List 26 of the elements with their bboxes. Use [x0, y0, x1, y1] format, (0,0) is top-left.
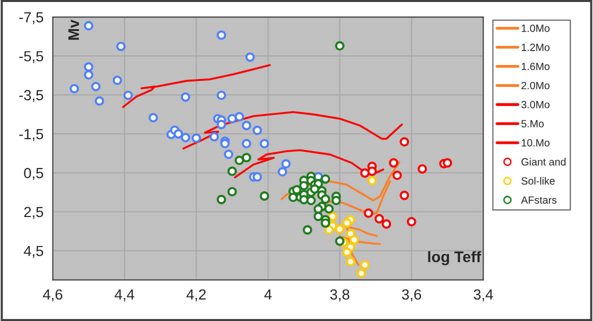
x-axis-title: log Teff — [428, 250, 482, 266]
x-tick-label: 4,2 — [186, 289, 206, 302]
x-tick-label: 3,6 — [402, 289, 422, 302]
legend-label: 1.0Mo — [522, 24, 550, 32]
x-tick-label: 4 — [264, 289, 272, 300]
y-tick-label: -1,5 — [19, 129, 44, 142]
legend-label: 2.0Mo — [522, 82, 550, 90]
legend-label: 1.6Mo — [522, 62, 550, 70]
y-tick-label: -5,5 — [19, 51, 44, 64]
legend-label: AFstars — [521, 196, 557, 204]
x-tick-label: 3,4 — [474, 289, 494, 302]
legend-label: Sol-like — [521, 176, 555, 185]
y-tick-label: -3,5 — [19, 90, 44, 102]
x-tick-label: 4,4 — [114, 289, 134, 302]
y-tick-label: 2,5 — [24, 206, 44, 219]
y-axis-title: Mv — [68, 20, 79, 40]
legend-label: 3.0Mo — [521, 100, 550, 108]
x-tick-label: 4,6 — [42, 289, 62, 302]
y-tick-label: 0,5 — [24, 168, 44, 180]
y-tick-label: 4,5 — [24, 246, 44, 258]
x-tick-label: 3,8 — [330, 289, 350, 302]
legend-label: Giant and — [522, 158, 566, 166]
y-tick-label: -7,5 — [19, 12, 44, 24]
legend-label: 1.2Mo — [522, 44, 550, 52]
legend-label: 10.Mo — [522, 139, 550, 146]
legend-label: 5.Mo — [521, 120, 544, 128]
